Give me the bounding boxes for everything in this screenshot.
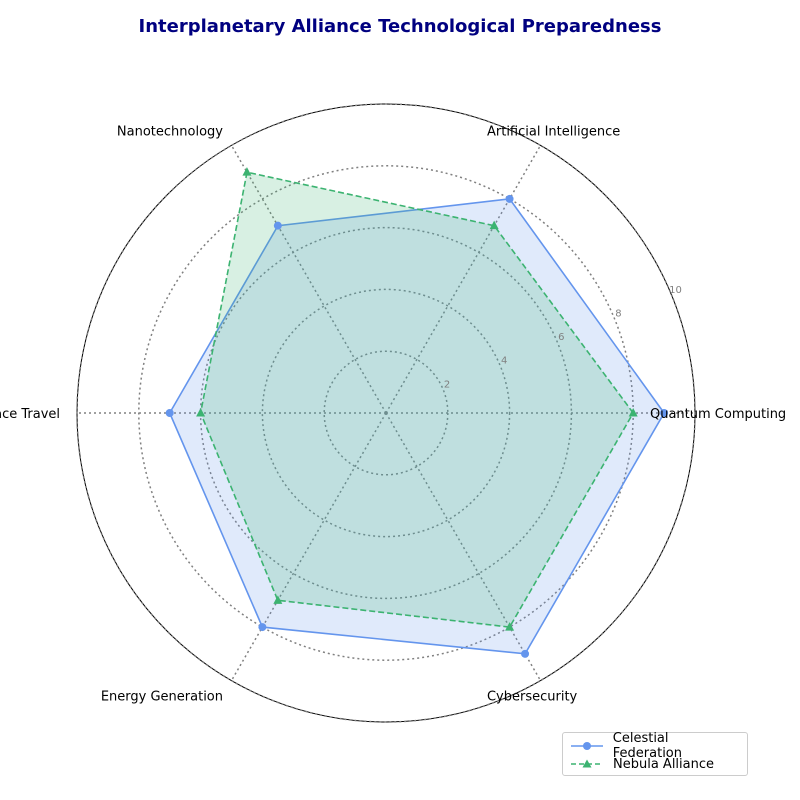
grid-spoke — [385, 412, 542, 681]
data-point — [505, 622, 515, 631]
grid-spoke — [230, 412, 387, 681]
data-point — [628, 408, 638, 417]
category-label: Quantum Computing — [650, 407, 786, 422]
category-label: Space Travel — [0, 407, 60, 422]
category-label: Cybersecurity — [487, 689, 578, 704]
grid-ring — [76, 103, 696, 723]
radial-tick-label: 2 — [444, 379, 450, 390]
data-point — [242, 167, 252, 176]
legend-label-series-1: Celestial Federation — [612, 731, 682, 761]
legend: Celestial Federation Nebula Alliance — [562, 731, 748, 776]
data-point — [273, 221, 282, 230]
data-point — [505, 194, 514, 203]
grid-spoke — [230, 145, 387, 414]
category-label: Energy Generation — [101, 689, 223, 704]
legend-item-series-1: Celestial Federation — [569, 731, 741, 761]
legend-swatch-series-1 — [571, 742, 603, 750]
data-point — [196, 408, 206, 417]
grid-spoke — [385, 145, 542, 414]
category-label: Nanotechnology — [117, 125, 223, 140]
legend-item-series-2: Nebula Alliance — [569, 755, 741, 773]
chart-title: Interplanetary Alliance Technological Pr… — [138, 16, 662, 37]
data-point — [273, 595, 283, 604]
radial-tick-label: 4 — [501, 356, 507, 367]
radial-tick-label: 10 — [669, 285, 682, 296]
data-point — [489, 220, 499, 230]
radial-tick-label: 6 — [558, 332, 564, 343]
data-point — [165, 409, 174, 417]
data-point — [258, 623, 267, 632]
radial-tick-label: 8 — [615, 308, 621, 319]
grid-ring — [261, 288, 511, 538]
data-point — [660, 409, 669, 417]
legend-swatch-series-2 — [571, 759, 603, 768]
legend-label-series-2: Nebula Alliance — [613, 756, 715, 772]
series-fill-1 — [169, 198, 665, 654]
category-label: Artificial Intelligence — [487, 125, 620, 140]
series-fill-2 — [200, 172, 634, 628]
data-point — [521, 649, 530, 658]
